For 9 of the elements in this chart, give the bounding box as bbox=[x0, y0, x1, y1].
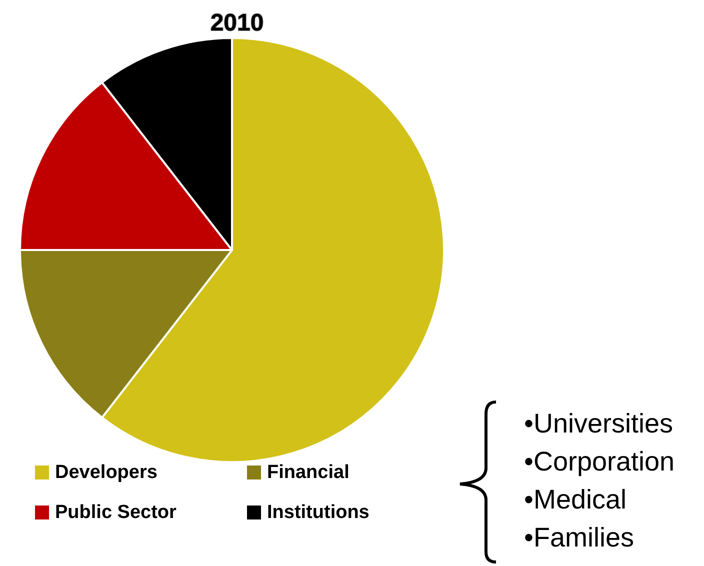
text: •Universities bbox=[524, 408, 673, 438]
legend-label: Financial bbox=[267, 462, 350, 483]
text: •Families bbox=[524, 522, 634, 552]
legend-label: Developers bbox=[55, 462, 158, 483]
text: •Medical bbox=[524, 484, 626, 514]
chart-title: 2010 bbox=[210, 10, 264, 36]
legend-label: Public Sector bbox=[55, 502, 178, 523]
legend-label: Institutions bbox=[267, 502, 370, 523]
text: •Corporation bbox=[524, 446, 675, 476]
